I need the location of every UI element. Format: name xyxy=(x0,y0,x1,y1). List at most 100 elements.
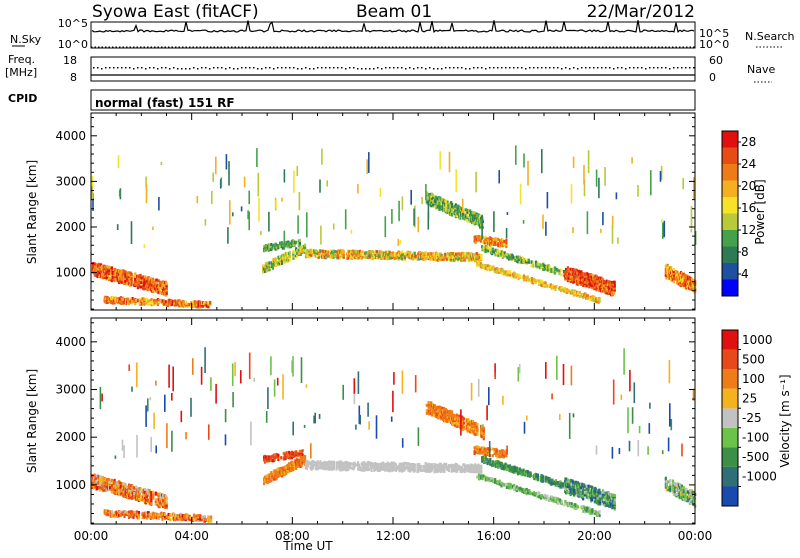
power-scatter-streak xyxy=(244,177,246,188)
power-scatter-streak xyxy=(146,184,148,203)
power-scatter-streak xyxy=(229,200,231,224)
freq-trace-dot xyxy=(161,67,163,69)
freq-trace-dot xyxy=(553,67,555,69)
power-colorbar-tick-label: 28 xyxy=(741,135,756,149)
power-scatter-streak xyxy=(572,227,574,233)
beam-title: Beam 01 xyxy=(356,2,432,22)
freq-trace-dot xyxy=(593,67,595,69)
power-scatter-streak xyxy=(215,157,217,175)
velocity-echo-cell xyxy=(336,468,338,471)
power-echo-cell xyxy=(432,203,434,206)
freq-trace-dot xyxy=(613,68,615,70)
freq-trace-dot xyxy=(273,68,275,70)
power-echo-cell xyxy=(492,248,494,251)
power-scatter-streak xyxy=(284,169,286,182)
freq-trace-dot xyxy=(225,68,227,70)
power-echo-cell xyxy=(343,250,345,253)
freq-trace-dot xyxy=(673,67,675,69)
freq-trace-dot xyxy=(417,67,419,69)
freq-trace-dot xyxy=(605,67,607,69)
freq-trace-dot xyxy=(293,67,295,69)
power-scatter-streak xyxy=(326,180,328,186)
power-scatter-streak xyxy=(366,159,368,174)
velocity-echo-cell xyxy=(152,491,154,494)
velocity-echo-cell xyxy=(166,497,168,500)
freq-trace-dot xyxy=(445,67,447,69)
freq-trace-dot xyxy=(493,67,495,69)
freq-trace-dot xyxy=(137,67,139,69)
freq-trace-dot xyxy=(501,67,503,69)
power-scatter-streak xyxy=(588,150,590,173)
power-scatter-streak xyxy=(119,190,121,197)
freq-trace-dot xyxy=(361,68,363,70)
power-scatter-streak xyxy=(498,170,500,183)
power-echo-cell xyxy=(299,239,301,242)
freq-trace-dot xyxy=(637,67,639,69)
power-echo-cell xyxy=(304,244,306,247)
freq-trace-dot xyxy=(253,67,255,69)
power-echo-cell xyxy=(561,286,563,289)
power-scatter-streak xyxy=(321,149,323,165)
power-scatter-streak xyxy=(260,231,262,235)
noise-tick-left-top: 10^5 xyxy=(58,17,88,30)
power-echo-cell xyxy=(289,259,291,262)
power-echo-cell xyxy=(532,261,534,264)
freq-trace-dot xyxy=(633,67,635,69)
freq-trace-dot xyxy=(581,67,583,69)
freq-trace-dot xyxy=(569,68,571,70)
power-echo-cell xyxy=(275,258,277,261)
power-scatter-streak xyxy=(650,170,652,195)
velocity-echo-cell xyxy=(270,479,272,482)
power-scatter-streak xyxy=(297,166,299,176)
power-scatter-streak xyxy=(475,172,477,193)
velocity-echo-cell xyxy=(205,518,207,521)
power-echo-band xyxy=(426,191,484,229)
power-echo-cell xyxy=(299,241,301,244)
freq-trace-dot xyxy=(557,67,559,69)
power-colorbar-segment xyxy=(722,247,738,264)
freq-trace-dot xyxy=(349,67,351,69)
power-echo-band xyxy=(104,296,212,309)
freq-trace-dot xyxy=(481,67,483,69)
power-ytick-label: 1000 xyxy=(55,266,86,280)
power-scatter-streak xyxy=(507,212,509,215)
power-scatter-streak xyxy=(583,165,585,185)
freq-trace-dot xyxy=(125,67,127,69)
power-scatter-streak xyxy=(493,211,495,232)
freq-trace-dot xyxy=(277,67,279,69)
freq-trace-dot xyxy=(345,68,347,70)
power-scatter-streak xyxy=(631,157,633,163)
power-ylabel: Slant Range [km] xyxy=(25,160,39,264)
power-echo-cell xyxy=(131,273,133,276)
power-scatter-streak xyxy=(598,178,600,199)
power-scatter-echoes xyxy=(91,145,696,249)
cpid-label: CPID xyxy=(8,92,37,105)
freq-trace-dot xyxy=(409,67,411,69)
power-scatter-streak xyxy=(425,184,427,200)
power-colorbar-segment xyxy=(722,164,738,181)
velocity-echo-cell xyxy=(150,499,152,502)
freq-trace-dot xyxy=(341,67,343,69)
freq-trace-dot xyxy=(625,68,627,70)
freq-trace-dot xyxy=(413,68,415,70)
velocity-echo-cell xyxy=(138,511,140,514)
freq-trace-dot xyxy=(449,67,451,69)
freq-trace-dot xyxy=(585,67,587,69)
power-scatter-streak xyxy=(664,221,666,238)
freq-trace-dot xyxy=(189,68,191,70)
freq-trace-dot xyxy=(561,68,563,70)
freq-trace-dot xyxy=(669,68,671,70)
freq-trace-dot xyxy=(641,67,643,69)
power-echo-cell xyxy=(111,266,113,269)
freq-trace-dot xyxy=(441,68,443,70)
freq-trace-dot xyxy=(261,68,263,70)
power-scatter-streak xyxy=(320,226,322,245)
freq-trace-dot xyxy=(649,67,651,69)
power-scatter-streak xyxy=(547,192,549,208)
velocity-echo-cell xyxy=(414,467,416,470)
freq-trace-dot xyxy=(333,67,335,69)
velocity-echo-cell xyxy=(277,454,279,457)
freq-trace-dot xyxy=(153,67,155,69)
noise-panel: N.Sky 10^5 10^0 10^5 10^0 N.Search xyxy=(10,17,795,51)
